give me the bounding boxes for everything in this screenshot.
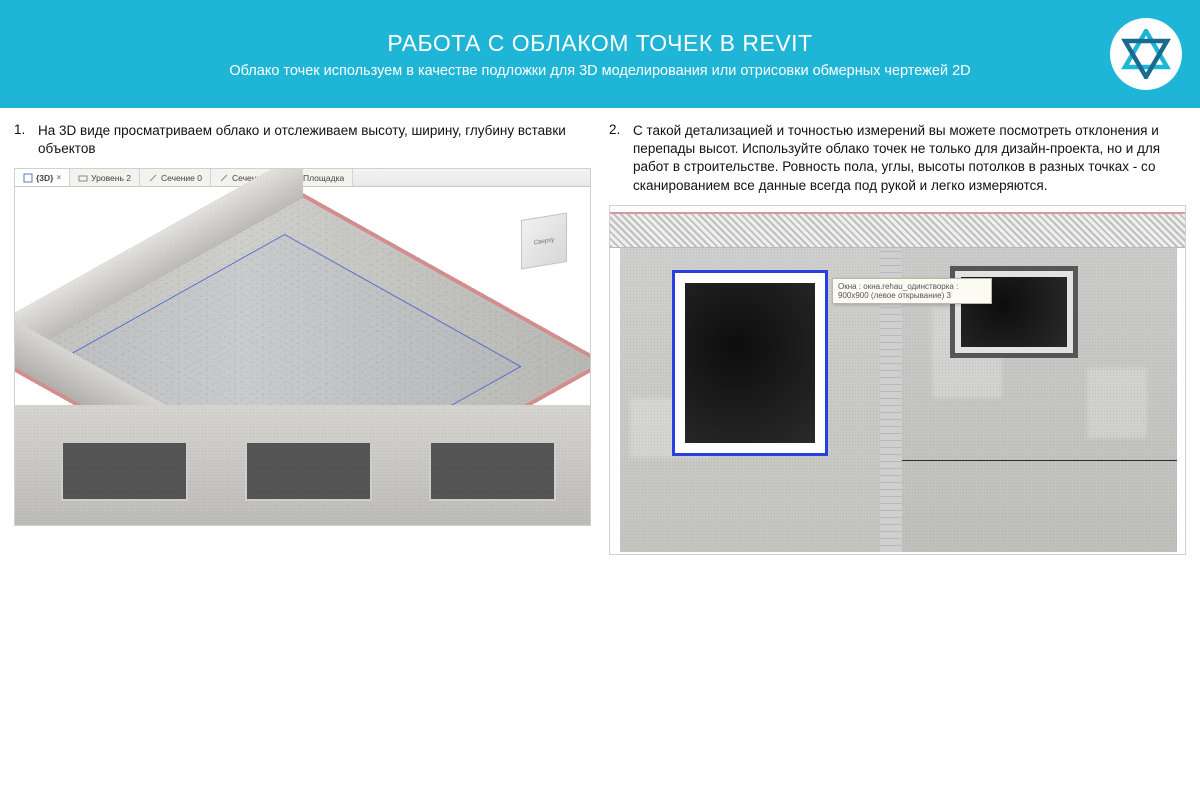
section-icon [148, 173, 158, 183]
window-opening [61, 441, 188, 501]
cube-icon [23, 173, 33, 183]
column-right: 2. С такой детализацией и точностью изме… [609, 122, 1186, 555]
window-opening [245, 441, 372, 501]
revit-tab-level2[interactable]: Уровень 2 [70, 169, 140, 186]
window-element-selected[interactable] [672, 270, 828, 456]
revit-3d-viewport[interactable]: {3D} × Уровень 2 Сечение 0 [14, 168, 591, 526]
viewcube-label: Сверху [534, 236, 555, 246]
texture-patch [1087, 368, 1147, 438]
page-title: РАБОТА С ОБЛАКОМ ТОЧЕК В REVIT [387, 30, 812, 57]
revit-tab-section0[interactable]: Сечение 0 [140, 169, 211, 186]
tab-label: Площадка [303, 173, 344, 183]
logo-icon [1121, 29, 1171, 79]
scene-2d[interactable]: Окна : окна.rehau_одинстворка : 900x900 … [610, 206, 1185, 554]
item-text: С такой детализацией и точностью измерен… [633, 122, 1186, 195]
slab-hatch [610, 212, 1185, 248]
item-number: 2. [609, 122, 623, 195]
item-text: На 3D виде просматриваем облако и отслеж… [38, 122, 591, 158]
revit-2d-viewport[interactable]: Окна : окна.rehau_одинстворка : 900x900 … [609, 205, 1186, 555]
tab-label: Сечение 0 [161, 173, 202, 183]
content-area: 1. На 3D виде просматриваем облако и отс… [0, 108, 1200, 555]
list-item: 1. На 3D виде просматриваем облако и отс… [14, 122, 591, 158]
element-tooltip: Окна : окна.rehau_одинстворка : 900x900 … [832, 278, 992, 304]
level-line [902, 460, 1177, 461]
plan-icon [78, 173, 88, 183]
item-number: 1. [14, 122, 28, 158]
column-left: 1. На 3D виде просматриваем облако и отс… [14, 122, 591, 555]
wall-front-elevation [15, 405, 590, 525]
scene-3d[interactable]: Сверху [15, 187, 590, 525]
section-icon [219, 173, 229, 183]
tab-label: {3D} [36, 173, 53, 183]
page-subtitle: Облако точек используем в качестве подло… [229, 63, 970, 79]
revit-tab-3d[interactable]: {3D} × [15, 169, 70, 186]
view-cube[interactable]: Сверху [521, 213, 567, 270]
tab-label: Уровень 2 [91, 173, 131, 183]
header-banner: РАБОТА С ОБЛАКОМ ТОЧЕК В REVIT Облако то… [0, 0, 1200, 108]
close-icon[interactable]: × [56, 173, 61, 182]
company-logo [1110, 18, 1182, 90]
list-item: 2. С такой детализацией и точностью изме… [609, 122, 1186, 195]
window-opening [429, 441, 556, 501]
window-pane [685, 283, 815, 443]
